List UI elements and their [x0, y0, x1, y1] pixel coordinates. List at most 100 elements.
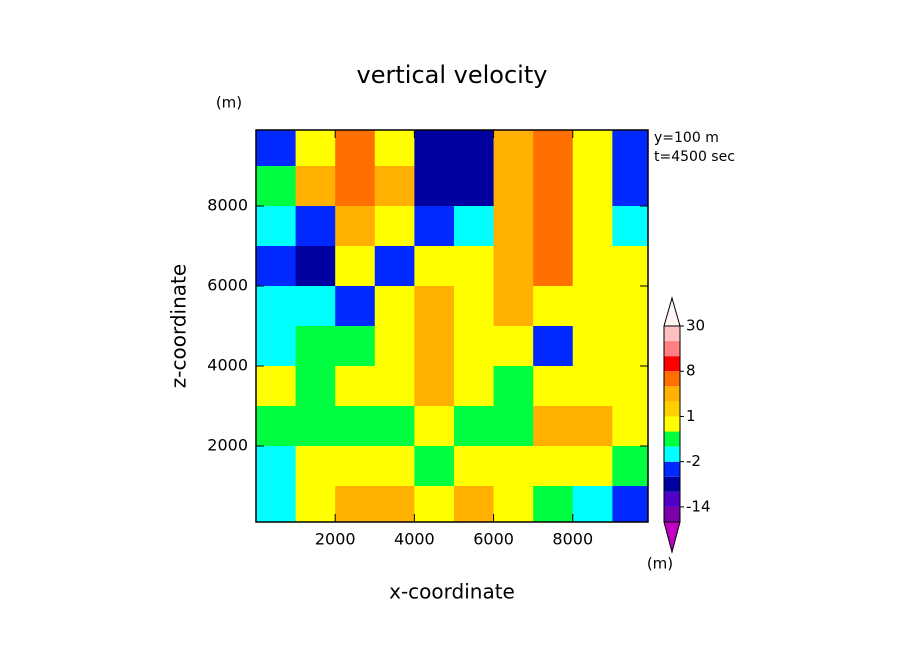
contour-cell — [572, 446, 613, 487]
contour-cell — [572, 246, 613, 287]
contour-cell — [335, 286, 376, 327]
contour-cell — [335, 166, 376, 207]
contour-cell — [414, 206, 455, 247]
contour-cell — [335, 246, 376, 287]
contour-cell — [533, 406, 574, 447]
contour-cell — [612, 446, 648, 487]
colorbar-box — [664, 461, 680, 477]
contour-cell — [453, 406, 495, 447]
annotation: y=100 m — [654, 130, 719, 146]
contour-cell — [533, 446, 574, 487]
contour-cell — [612, 130, 648, 167]
contour-cell — [335, 486, 376, 522]
colorbar-box — [664, 431, 680, 447]
chart-title: vertical velocity — [357, 61, 548, 89]
contour-cell — [572, 166, 613, 207]
contour-cell — [374, 246, 415, 287]
colorbar-box — [664, 476, 680, 492]
colorbar-box — [664, 491, 680, 507]
contour-cell — [572, 326, 613, 367]
contour-cell — [453, 446, 495, 487]
contour-cell — [612, 166, 648, 207]
contour-cell — [453, 326, 495, 367]
contour-cell — [493, 326, 534, 367]
x-axis-label: x-coordinate — [389, 580, 515, 604]
colorbar-box — [664, 416, 680, 432]
colorbar-under — [663, 521, 681, 554]
colorbar-frame — [663, 325, 681, 523]
contour-cell — [493, 366, 534, 407]
contour-cell — [335, 206, 376, 247]
contour-cell — [295, 486, 336, 522]
contour-cell — [256, 406, 297, 447]
contour-cell — [493, 166, 534, 207]
contour-cell — [335, 446, 376, 487]
contour-cell — [335, 130, 376, 167]
contour-cell — [374, 486, 415, 522]
contour-cell — [256, 366, 297, 407]
colorbar-box — [664, 326, 680, 342]
colorbar-tick-label: -14 — [686, 497, 711, 515]
contour-cell — [612, 366, 648, 407]
contour-cell — [256, 246, 297, 287]
contour-cell — [335, 366, 376, 407]
y-tick-label: 6000 — [207, 276, 248, 295]
colorbar-tick-label: 30 — [686, 317, 705, 335]
colorbar-tick-label: 8 — [686, 362, 696, 380]
contour-cell — [572, 366, 613, 407]
colorbar-tick-label: -2 — [686, 452, 701, 470]
contour-cell — [414, 366, 455, 407]
contour-cell — [256, 486, 297, 522]
contour-cell — [295, 130, 336, 167]
contour-cell — [612, 326, 648, 367]
colorbar-box — [664, 386, 680, 402]
contour-cell — [256, 446, 297, 487]
colorbar-box — [664, 401, 680, 417]
contour-cell — [572, 206, 613, 247]
contour-cell — [414, 326, 455, 367]
x-tick-label: 2000 — [315, 530, 356, 549]
contour-cell — [533, 206, 574, 247]
contour-cell — [533, 326, 574, 367]
x-tick-label: 8000 — [552, 530, 593, 549]
contour-field — [256, 130, 648, 522]
contour-cell — [256, 326, 297, 367]
contour-cell — [256, 206, 297, 247]
colorbar-box — [664, 371, 680, 387]
colorbar-box — [664, 446, 680, 462]
contour-cell — [453, 130, 495, 167]
contour-cell — [295, 446, 336, 487]
contour-cell — [572, 486, 613, 522]
x-tick-label: 4000 — [394, 530, 435, 549]
contour-cell — [295, 206, 336, 247]
contour-cell — [612, 406, 648, 447]
contour-cell — [533, 130, 574, 167]
contour-cell — [414, 406, 455, 447]
contour-cell — [374, 406, 415, 447]
contour-cell — [374, 446, 415, 487]
contour-cell — [493, 130, 534, 167]
contour-cell — [493, 206, 534, 247]
contour-cell — [493, 246, 534, 287]
colorbar-unit: (m) — [647, 555, 673, 573]
contour-cell — [533, 366, 574, 407]
contour-cell — [295, 246, 336, 287]
contour-cell — [414, 286, 455, 327]
contour-cell — [295, 366, 336, 407]
contour-cell — [612, 486, 648, 522]
contour-cell — [533, 246, 574, 287]
colorbar-box — [664, 506, 680, 522]
contour-cell — [533, 486, 574, 522]
contour-cell — [572, 130, 613, 167]
contour-cell — [612, 206, 648, 247]
contour-cell — [256, 286, 297, 327]
y-axis-label: z-coordinate — [167, 264, 191, 388]
contour-cell — [374, 130, 415, 167]
contour-cell — [374, 326, 415, 367]
contour-cell — [414, 246, 455, 287]
contour-cell — [533, 166, 574, 207]
contour-cell — [414, 446, 455, 487]
x-tick-label: 6000 — [473, 530, 514, 549]
contour-cell — [453, 286, 495, 327]
